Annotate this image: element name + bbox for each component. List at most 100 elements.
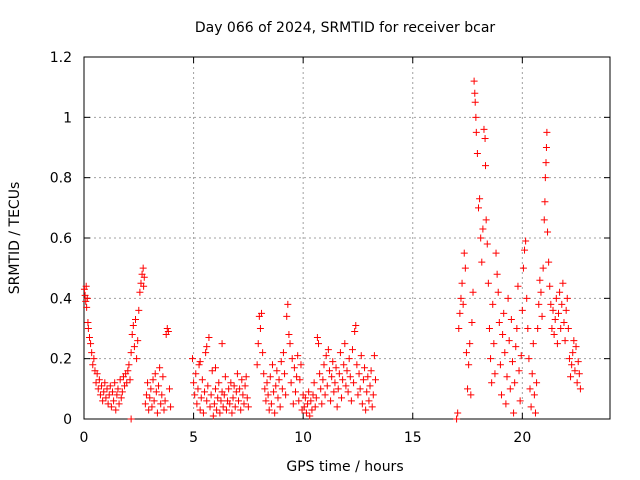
- data-point: [347, 397, 355, 405]
- data-point: [279, 349, 287, 357]
- data-point: [217, 397, 225, 405]
- data-point: [462, 349, 470, 357]
- y-tick-label: 0.8: [50, 171, 72, 187]
- data-point: [284, 300, 292, 308]
- data-point: [341, 340, 349, 348]
- data-point: [209, 412, 217, 420]
- data-point: [461, 264, 469, 272]
- data-point: [493, 270, 501, 278]
- data-point: [496, 361, 504, 369]
- data-point: [543, 128, 551, 136]
- data-point: [212, 364, 219, 372]
- data-point: [260, 370, 268, 378]
- data-point: [192, 370, 200, 378]
- data-point: [106, 382, 114, 390]
- data-point: [196, 358, 204, 366]
- data-point: [99, 397, 107, 405]
- data-point: [526, 385, 534, 393]
- data-point: [548, 325, 556, 332]
- data-point: [468, 318, 476, 326]
- data-point: [285, 331, 293, 339]
- data-point: [264, 391, 272, 399]
- data-point: [494, 288, 502, 296]
- data-point: [484, 279, 492, 287]
- data-point: [365, 397, 373, 405]
- data-point: [346, 373, 354, 381]
- data-point: [300, 403, 308, 411]
- y-tick-label: 0.4: [50, 291, 72, 307]
- data-point: [563, 294, 571, 302]
- data-point: [539, 264, 547, 272]
- data-point: [294, 352, 302, 360]
- data-point: [263, 379, 271, 387]
- data-point: [554, 309, 562, 317]
- data-point: [471, 89, 479, 97]
- data-point: [310, 379, 318, 387]
- data-point: [353, 361, 361, 369]
- data-point: [321, 391, 329, 399]
- data-point: [219, 403, 227, 411]
- data-point: [368, 403, 376, 411]
- data-point: [254, 340, 262, 348]
- data-point: [542, 159, 550, 167]
- data-point: [203, 343, 211, 351]
- data-point: [529, 340, 537, 348]
- data-point: [329, 358, 337, 366]
- data-point: [261, 385, 269, 393]
- data-point: [550, 331, 558, 339]
- data-point: [206, 403, 214, 411]
- data-point: [323, 382, 331, 390]
- data-point: [488, 379, 496, 387]
- data-point: [544, 228, 552, 236]
- data-point: [127, 349, 135, 357]
- data-point: [256, 325, 264, 332]
- data-point: [322, 352, 330, 360]
- data-point: [503, 373, 511, 381]
- data-point: [305, 388, 313, 396]
- data-point: [551, 315, 559, 323]
- data-point: [302, 409, 310, 417]
- data-point: [296, 376, 304, 384]
- data-point: [270, 388, 278, 396]
- data-point: [489, 300, 497, 308]
- data-point: [473, 150, 481, 158]
- data-point: [481, 134, 489, 142]
- data-point: [317, 385, 325, 393]
- data-point: [364, 373, 372, 381]
- data-point: [479, 225, 487, 233]
- data-point: [549, 306, 557, 314]
- data-point: [342, 382, 350, 390]
- data-point: [228, 409, 236, 417]
- data-point: [490, 340, 498, 348]
- y-tick-label: 1.2: [50, 50, 72, 66]
- data-point: [134, 337, 142, 345]
- chart-title: Day 066 of 2024, SRMTID for receiver bca…: [195, 20, 496, 36]
- data-point: [332, 364, 340, 372]
- data-point: [331, 379, 339, 387]
- data-point: [282, 391, 290, 399]
- data-point: [527, 403, 535, 411]
- data-point: [351, 328, 359, 336]
- data-point: [552, 294, 560, 302]
- data-point: [528, 370, 536, 378]
- data-point: [277, 358, 285, 366]
- data-point: [128, 331, 136, 339]
- data-point: [350, 379, 358, 387]
- data-point: [476, 195, 484, 203]
- data-point: [115, 400, 123, 408]
- data-point: [457, 294, 465, 302]
- data-point: [212, 385, 219, 393]
- data-point: [82, 297, 90, 305]
- y-tick-label: 0: [63, 412, 72, 428]
- data-point: [165, 385, 173, 393]
- data-point: [90, 355, 98, 363]
- data-point: [516, 397, 524, 405]
- data-point: [124, 367, 132, 375]
- data-point: [456, 309, 464, 317]
- data-point: [125, 361, 133, 369]
- data-point: [335, 370, 343, 378]
- data-point: [572, 343, 580, 351]
- data-point: [564, 325, 572, 332]
- data-point: [227, 379, 235, 387]
- data-point: [574, 358, 582, 366]
